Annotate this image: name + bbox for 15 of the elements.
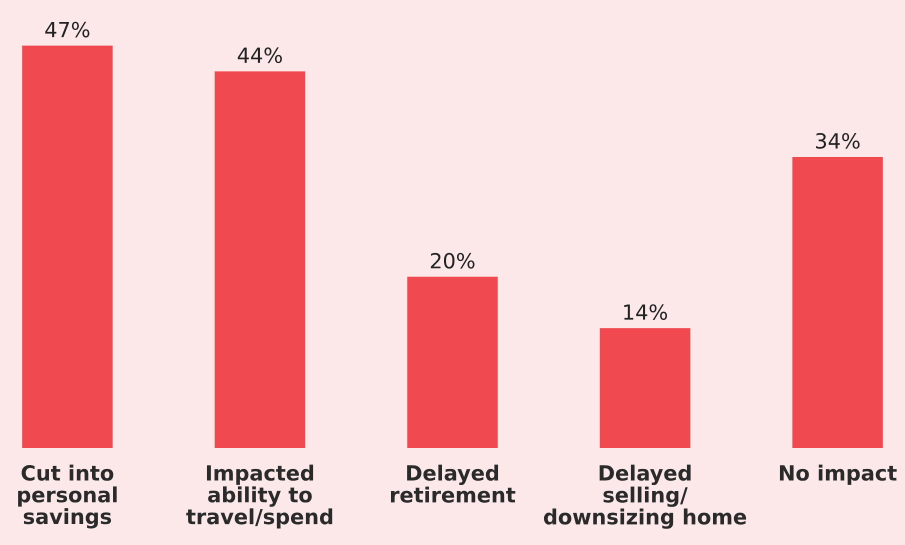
x-tick-label: Cut into personal savings xyxy=(18,464,117,528)
data-label: 34% xyxy=(816,133,860,149)
bar xyxy=(22,46,113,448)
data-label: 14% xyxy=(624,304,668,320)
x-tick-label: No impact xyxy=(780,464,897,485)
bar xyxy=(407,276,498,448)
bar xyxy=(792,156,883,448)
x-tick-label: Impacted ability to travel/spend xyxy=(186,464,332,528)
x-tick-label: Delayed selling/ downsizing home xyxy=(544,464,746,529)
bar xyxy=(600,328,690,448)
bar xyxy=(214,71,306,448)
data-label: 44% xyxy=(238,47,282,64)
data-label: 20% xyxy=(430,252,475,269)
x-tick-label: Delayed retirement xyxy=(390,464,516,503)
data-label: 47% xyxy=(45,22,90,38)
